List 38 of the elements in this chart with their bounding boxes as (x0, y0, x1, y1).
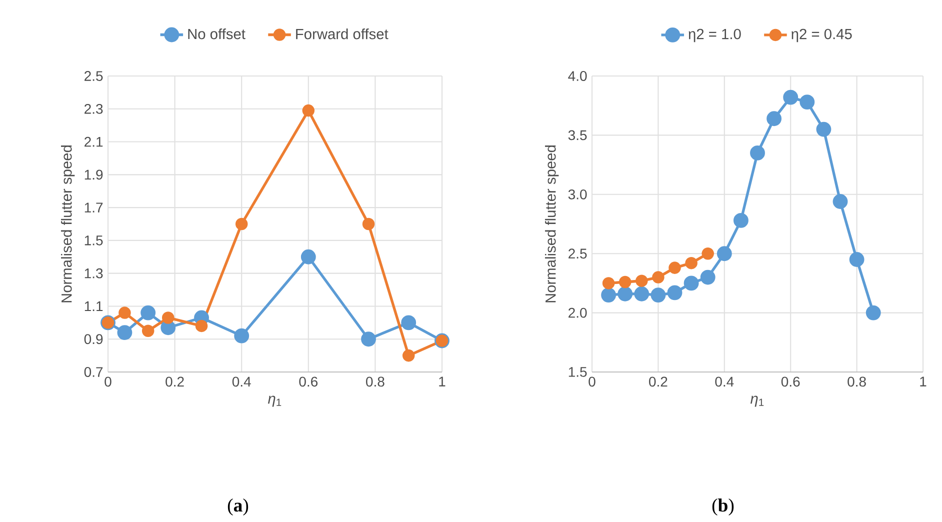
x-tick-label: 0.6 (781, 376, 800, 387)
legend-label: No offset (188, 28, 246, 40)
x-tick-label: 0.4 (715, 376, 734, 387)
x-tick-label: 1 (439, 376, 446, 386)
legend-label: η2 = 0.45 (792, 28, 852, 42)
x-tick-label: 0.4 (232, 376, 251, 387)
y-tick-label: 1.5 (84, 236, 103, 246)
text: (b) (712, 498, 734, 516)
y-tick-label: 1.3 (84, 268, 103, 278)
y-tick-label: 2.3 (84, 104, 103, 114)
y-tick-label: 1.9 (84, 170, 103, 180)
x-tick-label: 0 (588, 376, 596, 387)
y-tick-label: 3.5 (568, 130, 587, 140)
y-tick-label: 2.1 (84, 136, 103, 147)
x-tick-label: 0.2 (166, 376, 184, 387)
x-tick-label: 0.8 (848, 376, 866, 387)
x-tick-label: 0 (104, 376, 112, 387)
y-tick-label: 0.7 (84, 367, 103, 377)
x-tick-label: 0.2 (649, 376, 668, 387)
legend-label: Forward offset (296, 28, 388, 40)
x-tick-label: 0.8 (366, 376, 384, 387)
y-axis-title: Normalised flutter speed (61, 145, 75, 302)
y-tick-label: 0.9 (84, 334, 103, 344)
y-tick-label: 1.5 (568, 367, 587, 377)
y-tick-label: 2.0 (568, 308, 587, 318)
text: (a) (228, 498, 248, 516)
y-tick-label: 3.0 (568, 189, 587, 200)
y-tick-label: 1.7 (84, 202, 103, 212)
x-axis-title: η$_{1}$ (750, 396, 764, 407)
y-tick-label: 4.0 (568, 71, 587, 81)
x-tick-label: 0.6 (299, 376, 318, 387)
y-tick-label: 1.1 (84, 301, 103, 312)
legend-label: η2 = 1.0 (688, 28, 741, 42)
y-tick-label: 2.5 (568, 248, 587, 259)
y-tick-label: 2.5 (84, 71, 103, 81)
x-axis-title: η$_{1}$ (268, 396, 282, 407)
x-tick-label: 1 (920, 376, 926, 386)
y-axis-title: Normalised flutter speed (545, 145, 559, 302)
